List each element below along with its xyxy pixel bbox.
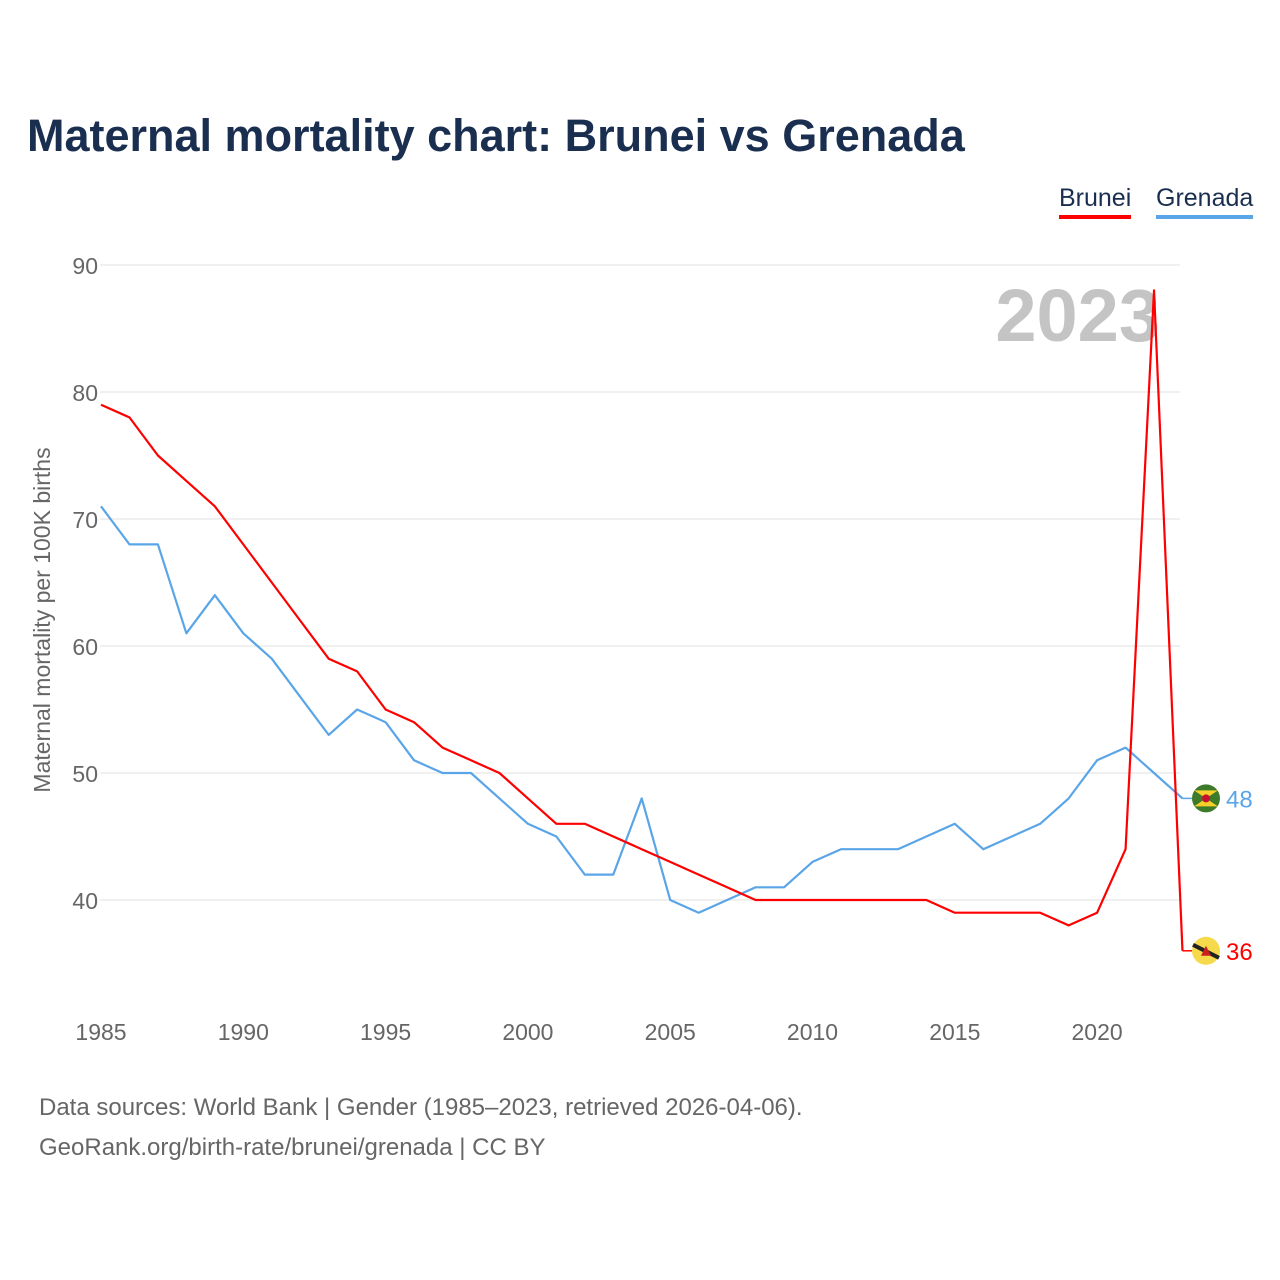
chart-title: Maternal mortality chart: Brunei vs Gren… [27, 110, 965, 161]
brunei-flag-emblem [1201, 945, 1211, 956]
x-tick-label: 2000 [502, 1019, 553, 1045]
x-tick-label: 2020 [1072, 1019, 1123, 1045]
y-tick-label: 60 [72, 634, 98, 660]
y-axis-label: Maternal mortality per 100K births [29, 447, 55, 792]
x-tick-label: 2015 [929, 1019, 980, 1045]
x-tick-label: 1985 [75, 1019, 126, 1045]
y-tick-label: 90 [72, 253, 98, 279]
end-value-label-grenada: 48 [1226, 786, 1253, 813]
x-tick-label: 2005 [645, 1019, 696, 1045]
footer: Data sources: World Bank | Gender (1985–… [39, 1088, 803, 1168]
legend-brunei[interactable]: Brunei [1059, 184, 1132, 219]
x-tick-label: 1995 [360, 1019, 411, 1045]
source-link[interactable]: GeoRank.org/birth-rate/brunei/grenada | … [39, 1134, 546, 1161]
y-tick-label: 70 [72, 507, 98, 533]
x-tick-label: 1990 [218, 1019, 269, 1045]
series-line-brunei [100, 289, 1184, 951]
year-watermark: 2023 [995, 274, 1160, 357]
legend-grenada[interactable]: Grenada [1156, 184, 1254, 219]
x-tick-label: 2010 [787, 1019, 838, 1045]
series-line-grenada [100, 505, 1184, 914]
end-value-label-brunei: 36 [1226, 939, 1253, 966]
grenada-flag-center [1202, 794, 1210, 803]
y-tick-label: 50 [72, 761, 98, 787]
source-text: Data sources: World Bank | Gender (1985–… [39, 1094, 803, 1121]
y-tick-label: 80 [72, 380, 98, 406]
y-tick-label: 40 [72, 888, 98, 914]
